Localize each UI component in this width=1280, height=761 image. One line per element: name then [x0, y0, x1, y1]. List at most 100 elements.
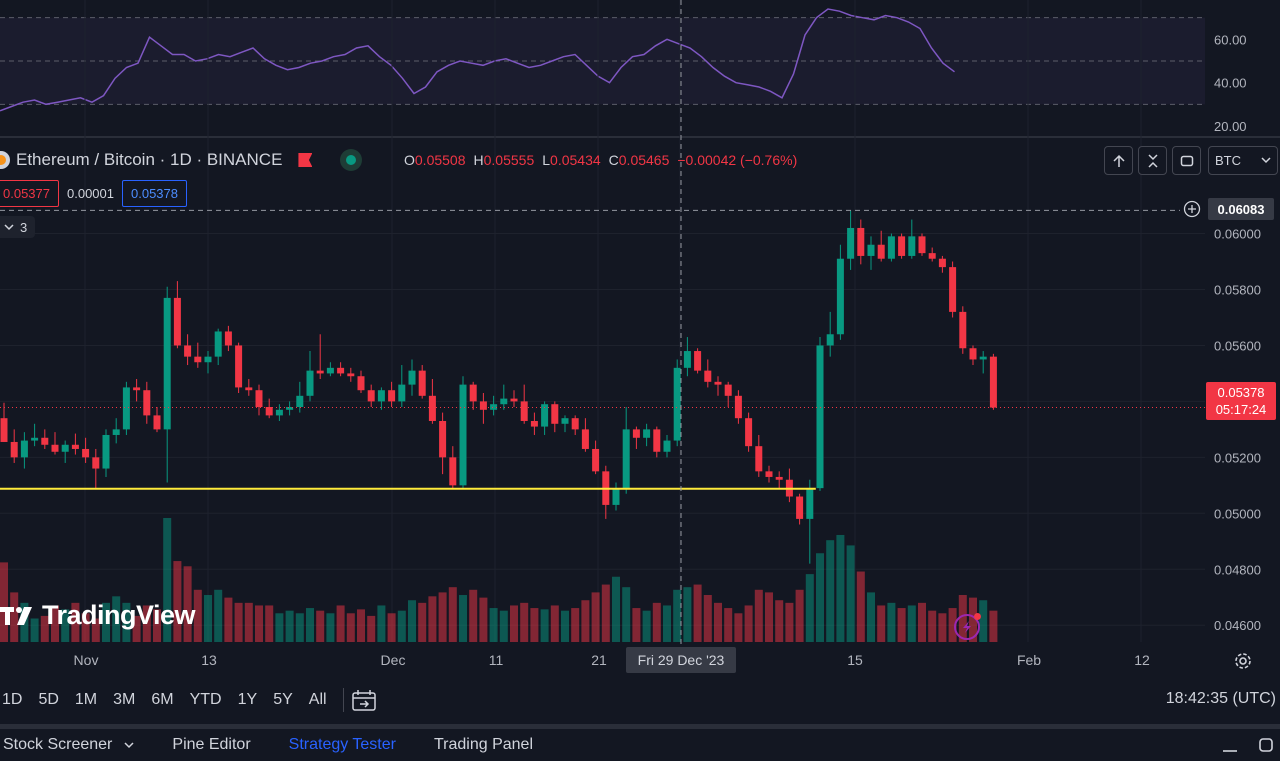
- candle: [785, 468, 793, 503]
- maximize-icon[interactable]: [1258, 737, 1274, 753]
- volume-bar: [979, 600, 988, 642]
- range-ytd[interactable]: YTD: [189, 691, 222, 708]
- gear-icon[interactable]: [1232, 650, 1254, 672]
- volume-bar: [836, 534, 845, 642]
- volume-bar: [102, 602, 110, 642]
- candle: [551, 401, 559, 433]
- range-6m[interactable]: 6M: [151, 691, 174, 708]
- range-1y[interactable]: 1Y: [237, 691, 258, 708]
- time-tick-label: Dec: [381, 652, 406, 668]
- maximize-pane-button[interactable]: [1172, 146, 1201, 175]
- volume-bar: [448, 587, 457, 642]
- candle: [796, 493, 804, 525]
- volume-bar: [510, 605, 518, 642]
- candle-body: [887, 236, 895, 259]
- candle: [612, 482, 620, 511]
- volume-bar: [520, 602, 529, 642]
- candle: [0, 402, 8, 442]
- flag-icon[interactable]: [298, 153, 313, 167]
- tab-trading-panel[interactable]: Trading Panel: [415, 736, 552, 754]
- minimize-icon[interactable]: [1222, 737, 1238, 753]
- volume-bar: [255, 605, 263, 642]
- watermark-text: TradingView: [42, 600, 196, 630]
- volume-bar: [91, 618, 100, 642]
- range-5d[interactable]: 5D: [38, 691, 59, 708]
- candle: [520, 384, 528, 424]
- volume-bar: [336, 605, 345, 642]
- candle: [714, 376, 722, 396]
- tab-strategy-tester[interactable]: Strategy Tester: [270, 736, 415, 754]
- symbol-name[interactable]: Ethereum / Bitcoin · 1D · BINANCE: [16, 150, 283, 169]
- candle: [245, 379, 253, 396]
- volume-bar: [754, 589, 763, 642]
- buy-button[interactable]: 0.05378: [122, 180, 187, 207]
- symbol-legend[interactable]: Ethereum / Bitcoin · 1D · BINANCE: [0, 149, 363, 171]
- candle: [775, 471, 783, 489]
- tab-stock-screener[interactable]: Stock Screener: [0, 736, 153, 754]
- candle: [357, 370, 365, 394]
- price-tick-label: 0.05600: [1214, 338, 1261, 353]
- candle-body: [204, 356, 212, 363]
- candle: [296, 381, 304, 413]
- volume-bar: [204, 595, 212, 642]
- candle: [622, 407, 630, 494]
- volume-bar: [489, 608, 498, 642]
- volume-bar: [816, 553, 824, 642]
- candle: [571, 415, 579, 435]
- volume-bar: [785, 602, 794, 642]
- range-3m[interactable]: 3M: [113, 691, 136, 708]
- candle: [173, 281, 181, 349]
- flash-icon[interactable]: [954, 613, 981, 640]
- volume-bar: [316, 610, 325, 642]
- volume-bar: [550, 605, 559, 642]
- tab-label: Stock Screener: [3, 736, 113, 753]
- time-tick-label: 12: [1134, 652, 1150, 668]
- candle: [989, 353, 997, 410]
- candle: [428, 379, 436, 424]
- candle-body: [938, 258, 946, 268]
- tab-label: Pine Editor: [172, 736, 251, 753]
- chevron-down-icon: [124, 741, 134, 748]
- candle: [816, 337, 824, 491]
- candle: [755, 434, 763, 477]
- tab-pine-editor[interactable]: Pine Editor: [153, 736, 269, 754]
- volume-bar: [632, 608, 641, 642]
- candle: [377, 387, 385, 410]
- candle: [255, 384, 263, 416]
- candle: [20, 432, 28, 469]
- move-up-button[interactable]: [1104, 146, 1133, 175]
- volume-bar: [846, 545, 855, 642]
- add-alert-button[interactable]: [1180, 198, 1204, 220]
- collapse-pane-button[interactable]: [1138, 146, 1167, 175]
- volume-bar: [622, 587, 631, 642]
- market-status-icon[interactable]: [340, 149, 363, 171]
- candle-body: [439, 420, 447, 458]
- volume-bar: [438, 592, 447, 642]
- sell-button[interactable]: 0.05377: [0, 180, 59, 207]
- candle-body: [143, 390, 151, 416]
- candle-body: [102, 434, 110, 469]
- indicators-toggle[interactable]: 3: [0, 216, 36, 238]
- candle-body: [561, 418, 569, 424]
- candle-body: [530, 420, 538, 427]
- range-5y[interactable]: 5Y: [273, 691, 293, 708]
- candle-body: [775, 476, 783, 480]
- range-all[interactable]: All: [308, 691, 327, 708]
- volume-bar: [867, 592, 875, 642]
- crosshair-price-label: 0.06083: [1208, 198, 1274, 220]
- goto-date-icon[interactable]: [351, 689, 376, 711]
- range-1d[interactable]: 1D: [2, 691, 23, 708]
- candle-body: [286, 407, 294, 410]
- candle: [581, 418, 589, 452]
- currency-select[interactable]: BTC: [1208, 146, 1278, 175]
- volume-bar: [30, 618, 39, 642]
- range-1m[interactable]: 1M: [74, 691, 98, 708]
- candle: [898, 233, 906, 259]
- volume-bar: [10, 592, 19, 642]
- candle-body: [500, 398, 508, 405]
- utc-clock[interactable]: 18:42:35 (UTC): [1165, 690, 1276, 707]
- order-panel: 0.05377 0.00001 0.05378: [0, 180, 187, 207]
- candle: [337, 362, 345, 377]
- candle-body: [10, 441, 18, 458]
